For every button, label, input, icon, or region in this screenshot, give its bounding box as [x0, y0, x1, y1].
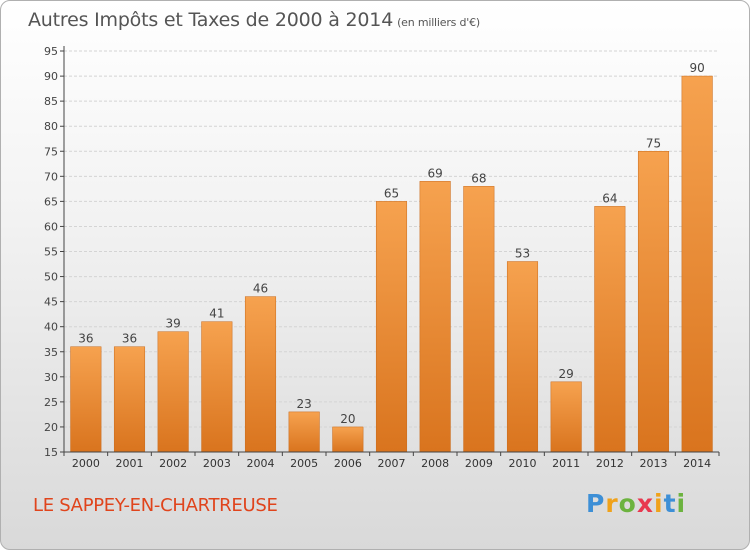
- logo-letter: x: [636, 489, 654, 518]
- y-tick-label: 30: [44, 371, 58, 384]
- y-tick-label: 60: [44, 220, 58, 233]
- y-tick-label: 35: [44, 346, 58, 359]
- x-axis: 2000 2001 2002 2003 2004 2005 2006 2007 2008 2009…: [63, 451, 720, 470]
- y-tick-label: 85: [44, 95, 58, 108]
- x-tick-label: 2004: [247, 457, 275, 470]
- x-tick-label: 2014: [683, 457, 711, 470]
- logo-letter: i: [676, 489, 687, 518]
- bar-2000: [70, 346, 102, 453]
- x-tick-label: 2005: [290, 457, 318, 470]
- bar-value-label: 20: [340, 412, 355, 426]
- x-tick-label: 2007: [378, 457, 406, 470]
- bar-2005: [288, 411, 320, 453]
- bar-value-label: 69: [428, 166, 443, 180]
- x-tick-label: 2010: [509, 457, 537, 470]
- bar-value-label: 39: [166, 317, 181, 331]
- bar-value-label: 90: [690, 61, 705, 75]
- y-tick-label: 40: [44, 321, 58, 334]
- y-tick-label: 80: [44, 120, 58, 133]
- chart-title-text: Autres Impôts et Taxes de 2000 à 2014: [28, 9, 394, 31]
- logo-letter: P: [586, 489, 606, 518]
- y-tick-label: 25: [44, 396, 58, 409]
- logo-letter: o: [618, 489, 637, 518]
- y-tick-label: 90: [44, 70, 58, 83]
- x-tick-label: 2001: [116, 457, 144, 470]
- bar-value-label: 75: [646, 136, 661, 150]
- y-tick-label: 65: [44, 195, 58, 208]
- y-tick-label: 75: [44, 145, 58, 158]
- bar-2008: [419, 181, 451, 453]
- bar-2010: [506, 261, 539, 453]
- y-tick-label: 95: [44, 45, 58, 58]
- bar-value-label: 65: [384, 186, 399, 200]
- y-tick-label: 20: [44, 421, 58, 434]
- bar-2001: [113, 346, 146, 453]
- bar-2004: [244, 296, 277, 453]
- bar-2003: [201, 321, 233, 453]
- bar-value-label: 41: [209, 307, 224, 321]
- x-tick-label: 2002: [159, 457, 187, 470]
- y-axis: 15 20 25 30 35 40 45 50 55 60 65 70 75 80 85 90 95: [44, 45, 65, 459]
- x-tick-label: 2008: [421, 457, 449, 470]
- bar-value-label: 64: [602, 191, 617, 205]
- logo-letter: r: [605, 489, 619, 518]
- x-tick-label: 2013: [640, 457, 668, 470]
- bar-value-label: 46: [253, 282, 268, 296]
- bar-value-label: 29: [559, 367, 574, 381]
- commune-name: LE SAPPEY-EN-CHARTREUSE: [33, 495, 278, 516]
- bar-2013: [637, 151, 670, 453]
- bar-2007: [375, 201, 408, 453]
- bar-2002: [157, 331, 189, 453]
- chart-unit: (en milliers d'€): [397, 16, 480, 29]
- chart-title: Autres Impôts et Taxes de 2000 à 2014 (en…: [28, 9, 480, 31]
- y-tick-label: 15: [44, 446, 58, 459]
- bars: 36 36 39 41 46 23 20 65 69 68 53 29 64 75 90: [70, 61, 713, 453]
- bar-2014: [681, 75, 713, 453]
- bar-2009: [463, 186, 495, 453]
- x-tick-label: 2009: [465, 457, 493, 470]
- bar-value-label: 36: [122, 332, 137, 346]
- x-tick-label: 2006: [334, 457, 362, 470]
- proxiti-logo: Proxiti: [586, 489, 686, 518]
- y-tick-label: 45: [44, 296, 58, 309]
- y-tick-label: 55: [44, 246, 58, 259]
- x-tick-label: 2011: [552, 457, 580, 470]
- logo-letter: t: [663, 489, 677, 518]
- bar-2012: [594, 206, 626, 453]
- x-tick-label: 2000: [72, 457, 100, 470]
- x-tick-label: 2012: [596, 457, 624, 470]
- bar-2006: [332, 426, 364, 453]
- y-tick-label: 50: [44, 271, 58, 284]
- bar-2011: [550, 381, 582, 453]
- x-tick-label: 2003: [203, 457, 231, 470]
- bar-value-label: 68: [471, 171, 486, 185]
- logo-letter: i: [654, 489, 664, 518]
- y-tick-label: 70: [44, 170, 58, 183]
- bar-value-label: 53: [515, 247, 530, 261]
- bar-value-label: 23: [297, 397, 312, 411]
- bar-value-label: 36: [78, 332, 93, 346]
